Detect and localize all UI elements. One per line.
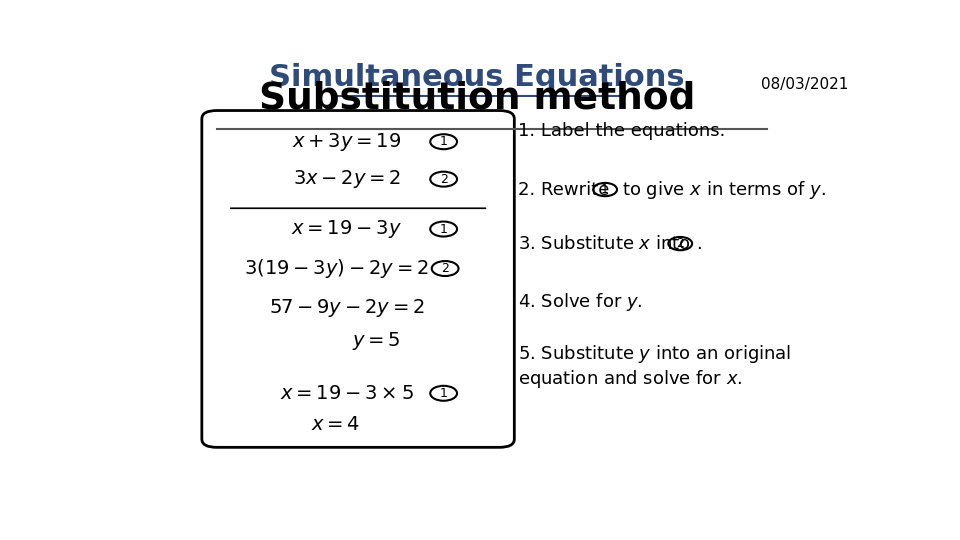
Text: 08/03/2021: 08/03/2021 — [760, 77, 849, 92]
Text: 2. Rewrite: 2. Rewrite — [518, 180, 615, 199]
Text: 2: 2 — [676, 237, 684, 250]
Text: $3x - 2y = 2$: $3x - 2y = 2$ — [293, 168, 401, 190]
Text: 1: 1 — [440, 387, 447, 400]
Text: 2: 2 — [440, 173, 447, 186]
Text: 1: 1 — [440, 135, 447, 148]
Text: 4. Solve for $y$.: 4. Solve for $y$. — [518, 291, 642, 313]
Text: 2: 2 — [442, 262, 449, 275]
Text: to give $x$ in terms of $y$.: to give $x$ in terms of $y$. — [622, 179, 826, 200]
Text: Simultaneous Equations: Simultaneous Equations — [270, 63, 684, 92]
Text: $x = 19 - 3 \times 5$: $x = 19 - 3 \times 5$ — [280, 384, 414, 403]
Text: 1: 1 — [440, 222, 447, 235]
Text: .: . — [697, 234, 703, 253]
Text: $y = 5$: $y = 5$ — [352, 330, 401, 352]
FancyBboxPatch shape — [202, 111, 515, 447]
Text: $x + 3y = 19$: $x + 3y = 19$ — [292, 131, 401, 153]
Text: 3. Substitute $x$ into: 3. Substitute $x$ into — [518, 234, 692, 253]
Text: 1. Label the equations.: 1. Label the equations. — [518, 123, 726, 140]
Text: 5. Substitute $y$ into an original
equation and solve for $x$.: 5. Substitute $y$ into an original equat… — [518, 343, 791, 390]
Text: Substitution method: Substitution method — [259, 81, 695, 117]
Text: $x = 4$: $x = 4$ — [311, 415, 360, 434]
Text: $3(19 - 3y) - 2y = 2$: $3(19 - 3y) - 2y = 2$ — [244, 257, 428, 280]
Text: 1: 1 — [601, 183, 609, 196]
Text: $x = 19 - 3y$: $x = 19 - 3y$ — [292, 218, 402, 240]
Text: $57 - 9y - 2y = 2$: $57 - 9y - 2y = 2$ — [269, 297, 424, 319]
